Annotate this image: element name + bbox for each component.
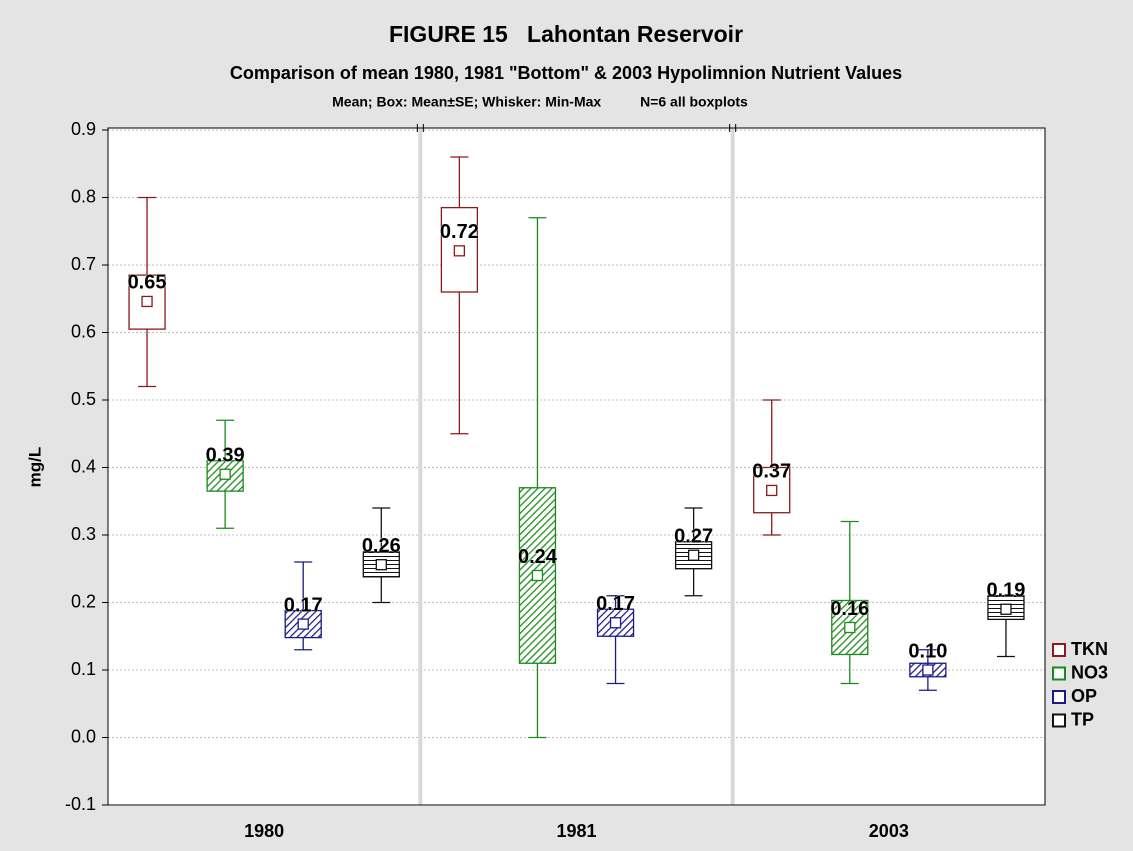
mean-marker xyxy=(453,245,466,257)
box xyxy=(206,460,244,492)
y-tick-label: 0.8 xyxy=(71,186,96,206)
mean-marker xyxy=(766,484,778,497)
data-label: 0.24 xyxy=(518,546,558,568)
data-label: 0.72 xyxy=(440,221,479,243)
data-label: 0.19 xyxy=(986,580,1025,602)
mean-marker xyxy=(844,621,856,634)
data-label: 0.37 xyxy=(752,461,791,483)
legend-label: TP xyxy=(1071,709,1094,729)
x-tick-label: 2003 xyxy=(869,821,909,841)
mean-marker xyxy=(531,569,544,582)
legend-swatch xyxy=(1052,713,1066,728)
data-label: 0.16 xyxy=(830,598,869,620)
y-tick-label: 0.2 xyxy=(71,591,96,611)
x-tick-label: 1981 xyxy=(556,821,596,841)
chart-note: Mean; Box: Mean±SE; Whisker: Min-Max N=6… xyxy=(332,94,748,110)
data-label: 0.26 xyxy=(362,535,401,557)
legend-label: OP xyxy=(1071,686,1097,706)
y-tick-label: 0.0 xyxy=(71,726,96,746)
mean-marker xyxy=(297,618,309,630)
data-label: 0.17 xyxy=(284,594,323,616)
y-tick-label: 0.6 xyxy=(71,321,96,341)
mean-marker xyxy=(219,468,231,480)
mean-marker xyxy=(609,617,622,629)
legend-swatch xyxy=(1052,666,1066,681)
legend-label: NO3 xyxy=(1071,662,1108,682)
y-tick-label: 0.9 xyxy=(71,119,96,139)
data-label: 0.17 xyxy=(596,593,635,615)
mean-marker xyxy=(1000,603,1012,615)
data-label: 0.10 xyxy=(908,640,947,662)
chart-title: FIGURE 15 Lahontan Reservoir xyxy=(389,21,743,47)
data-label: 0.65 xyxy=(128,272,167,294)
group-separator xyxy=(730,128,735,805)
plot-area xyxy=(108,128,1045,806)
legend-label: TKN xyxy=(1071,639,1108,659)
y-tick-label: 0.5 xyxy=(71,389,96,409)
y-tick-label: 0.7 xyxy=(71,254,96,274)
y-tick-label: 0.4 xyxy=(71,456,96,476)
mean-marker xyxy=(141,295,153,308)
plot-frame xyxy=(107,127,1046,806)
data-label: 0.27 xyxy=(674,526,713,548)
legend-swatch xyxy=(1052,643,1066,657)
y-tick-label: 0.1 xyxy=(71,659,96,679)
y-tick-label: 0.3 xyxy=(71,524,96,544)
x-tick-label: 1980 xyxy=(244,821,284,841)
chart-subtitle: Comparison of mean 1980, 1981 "Bottom" &… xyxy=(230,63,902,83)
mean-marker xyxy=(687,549,700,561)
y-axis-label: mg/L xyxy=(25,447,44,488)
y-tick-label: -0.1 xyxy=(65,794,96,814)
data-label: 0.39 xyxy=(206,445,245,467)
group-separator xyxy=(418,128,423,805)
mean-marker xyxy=(922,664,934,676)
mean-marker xyxy=(375,559,387,571)
legend-swatch xyxy=(1052,690,1066,704)
